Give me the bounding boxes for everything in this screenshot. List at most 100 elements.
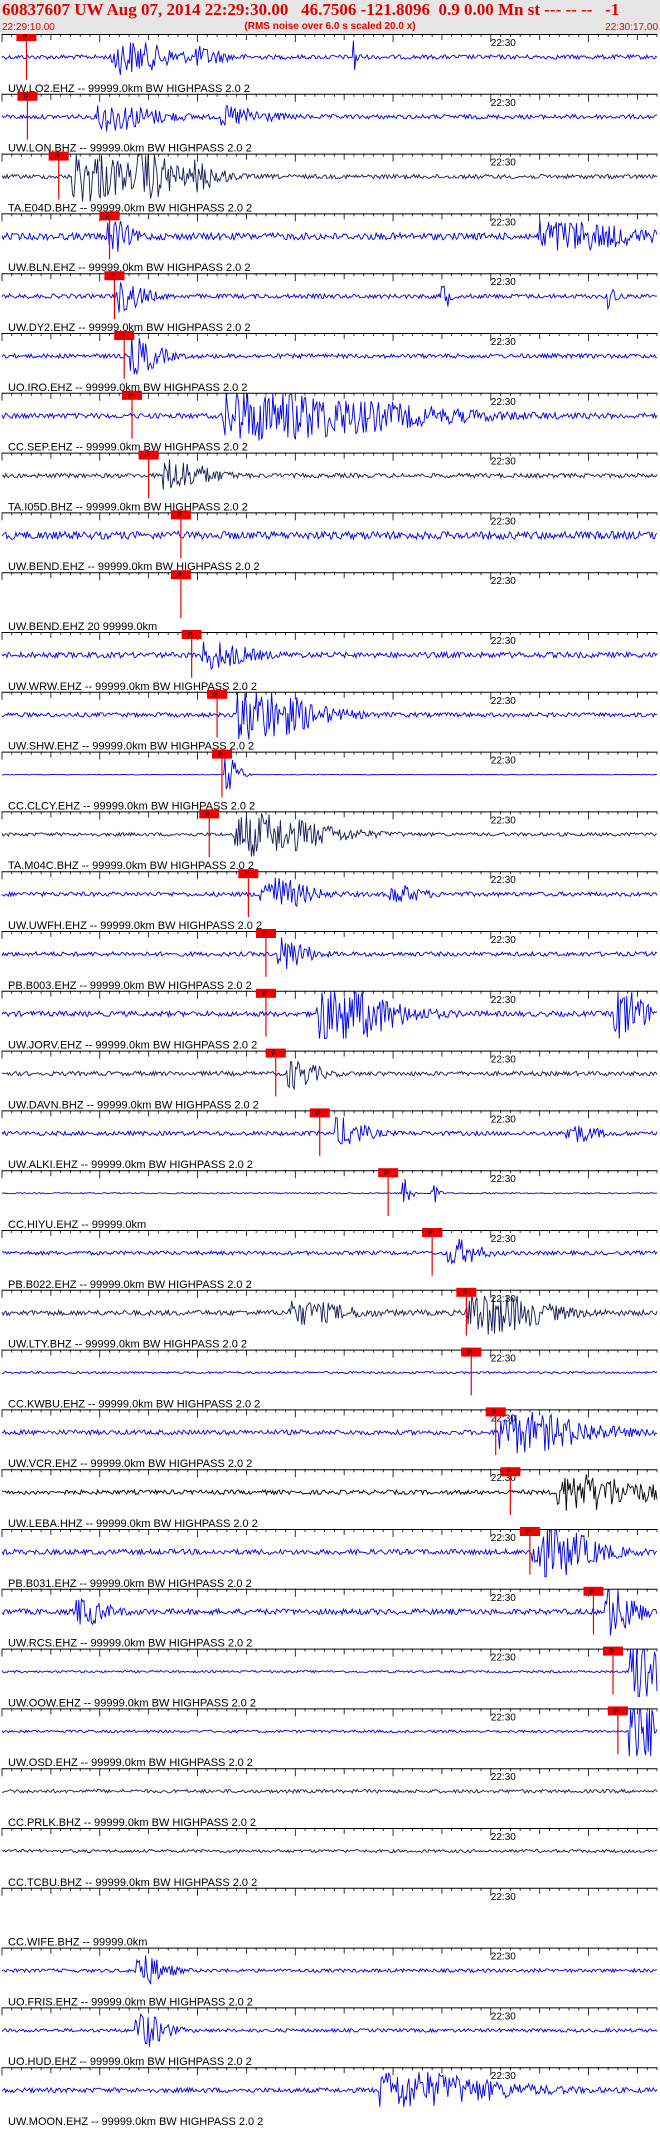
event-title: 60837607 UW Aug 07, 2014 22:29:30.00 46.… <box>2 0 620 19</box>
time-tick-label: 22:30 <box>491 1952 516 1963</box>
waveform-trace <box>1 393 658 441</box>
time-tick-label: 22:30 <box>491 337 516 348</box>
station-label: UW.DAVN.BHZ -- 99999.0km BW HIGHPASS 2.0… <box>8 1099 259 1111</box>
pick-label: P <box>128 393 133 400</box>
time-tick-label: 22:30 <box>491 1533 516 1544</box>
time-tick-label: 22:30 <box>491 397 516 408</box>
time-tick-label: 22:30 <box>491 696 516 707</box>
waveform-trace <box>1 1411 658 1454</box>
time-tick-label: 22:30 <box>491 1294 516 1305</box>
pick-label: P <box>106 213 111 220</box>
pick-label: P <box>492 1409 497 1416</box>
pick-label: P <box>177 512 182 519</box>
pick-label: P <box>22 34 27 41</box>
scaling-note: (RMS noise over 6.0 s scaled 20.0 x) <box>244 21 416 32</box>
pick-label: P <box>467 1350 472 1357</box>
waveform-trace <box>1 2071 658 2107</box>
pick-marker <box>456 1287 477 1297</box>
pick-label: P <box>526 1529 531 1536</box>
waveform-trace <box>1 2013 658 2047</box>
time-tick-label: 22:30 <box>491 1174 516 1185</box>
pick-label: P <box>262 991 267 998</box>
waveform-trace <box>1 1529 658 1578</box>
pick-label: P <box>218 752 223 759</box>
seismogram-plot: 22:30 P UW.LO2.EHZ -- 99999.0km BW HIGHPAS… <box>1 34 658 2128</box>
pick-marker <box>500 1467 521 1477</box>
pick-label: P <box>462 1290 467 1297</box>
station-label: UW.OSD.EHZ -- 99999.0km BW HIGHPASS 2.0 … <box>8 1757 253 1769</box>
waveform-trace <box>1 40 658 75</box>
station-label: UW.RCS.EHZ -- 99999.0km BW HIGHPASS 2.0 … <box>8 1638 252 1650</box>
station-label: CC.WIFE.BHZ -- 99999.0km <box>8 1937 147 1949</box>
station-label: UW.SHW.EHZ -- 99999.0km BW HIGHPASS 2.0 … <box>8 741 254 753</box>
station-label: CC.TCBU.BHZ -- 99999.0km BW HIGHPASS 2.0… <box>8 1877 257 1889</box>
pick-label: P <box>55 154 60 161</box>
pick-marker <box>461 1347 482 1357</box>
waveform-trace <box>1 991 658 1040</box>
time-tick-label: 22:30 <box>491 516 516 527</box>
pick-label: P <box>205 811 210 818</box>
station-label: CC.PRLK.BHZ -- 99999.0km BW HIGHPASS 2.0… <box>8 1817 256 1829</box>
pick-marker <box>583 1586 604 1596</box>
pick-label: P <box>110 273 115 280</box>
waveform-trace <box>1 1294 658 1335</box>
station-label: PB.B022.EHZ -- 99999.0km BW HIGHPASS 2.0… <box>8 1279 252 1291</box>
waveform-trace <box>1 219 658 252</box>
pick-label: P <box>244 871 249 878</box>
waveform-trace <box>1 1788 658 1795</box>
station-label: UW.LTY.BHZ -- 99999.0km BW HIGHPASS 2.0 … <box>8 1339 247 1351</box>
station-label: UW.BLN.EHZ -- 99999.0km BW HIGHPASS 2.0 … <box>8 262 250 274</box>
time-tick-label: 22:30 <box>491 2011 516 2022</box>
station-label: TA.I05D.BHZ -- 99999.0km BW HIGHPASS 2.0… <box>8 501 248 513</box>
time-tick-label: 22:30 <box>491 1234 516 1245</box>
pick-marker <box>422 1228 443 1237</box>
pick-marker <box>207 689 228 699</box>
pick-marker <box>519 1527 540 1536</box>
end-time: 22:30:17.00 <box>605 22 658 33</box>
station-label: UW.WRW.EHZ -- 99999.0km BW HIGHPASS 2.0 … <box>8 681 257 693</box>
time-tick-label: 22:30 <box>491 1593 516 1604</box>
pick-marker <box>309 1108 330 1118</box>
time-tick-label: 22:30 <box>491 1832 516 1843</box>
pick-label: P <box>614 1708 619 1715</box>
pick-marker <box>199 809 220 819</box>
time-tick-label: 22:30 <box>491 1114 516 1125</box>
pick-label: P <box>272 1051 277 1058</box>
pick-marker <box>170 510 191 520</box>
waveform-trace <box>2 692 658 740</box>
waveform-trace <box>1 1179 658 1203</box>
station-label: CC.SEP.EHZ -- 99999.0km BW HIGHPASS 2.0 … <box>8 442 248 454</box>
time-tick-label: 22:30 <box>491 1354 516 1365</box>
pick-label: P <box>506 1469 511 1476</box>
station-label: UW.BEND.EHZ -- 99999.0km BW HIGHPASS 2.0… <box>8 561 260 573</box>
time-tick-label: 22:30 <box>491 158 516 169</box>
waveform-trace <box>1 1474 658 1511</box>
station-label: UW.LO2.EHZ -- 99999.0km BW HIGHPASS 2.0 … <box>8 83 250 95</box>
station-label: UW.JORV.EHZ -- 99999.0km BW HIGHPASS 2.0… <box>8 1040 257 1052</box>
time-tick-label: 22:30 <box>491 935 516 946</box>
pick-label: P <box>262 931 267 938</box>
time-tick-label: 22:30 <box>491 756 516 767</box>
station-label: UW.LON.BHZ -- 99999.0km BW HIGHPASS 2.0 … <box>8 143 252 155</box>
waveform-trace <box>1 641 658 670</box>
pick-marker <box>114 331 135 340</box>
station-label: UW.VCR.EHZ -- 99999.0km BW HIGHPASS 2.0 … <box>8 1458 252 1470</box>
waveform-trace <box>1 282 658 313</box>
time-tick-label: 22:30 <box>491 1653 516 1664</box>
waveform-trace <box>1 1116 658 1145</box>
station-label: UW.OOW.EHZ -- 99999.0km BW HIGHPASS 2.0 … <box>8 1697 256 1709</box>
pick-label: P <box>589 1589 594 1596</box>
pick-marker <box>181 630 202 639</box>
pick-label: P <box>213 692 218 699</box>
station-label: CC.KWBU.EHZ -- 99999.0km BW HIGHPASS 2.0… <box>8 1398 260 1410</box>
pick-marker <box>603 1646 624 1656</box>
pick-marker <box>607 1706 628 1716</box>
time-tick-label: 22:30 <box>491 1772 516 1783</box>
pick-marker <box>104 271 125 281</box>
waveform-trace <box>1 813 658 857</box>
pick-label: P <box>384 1170 389 1177</box>
waveform-trace <box>1 877 658 908</box>
pick-marker <box>48 151 69 161</box>
pick-marker <box>255 929 276 938</box>
pick-label: P <box>428 1230 433 1237</box>
